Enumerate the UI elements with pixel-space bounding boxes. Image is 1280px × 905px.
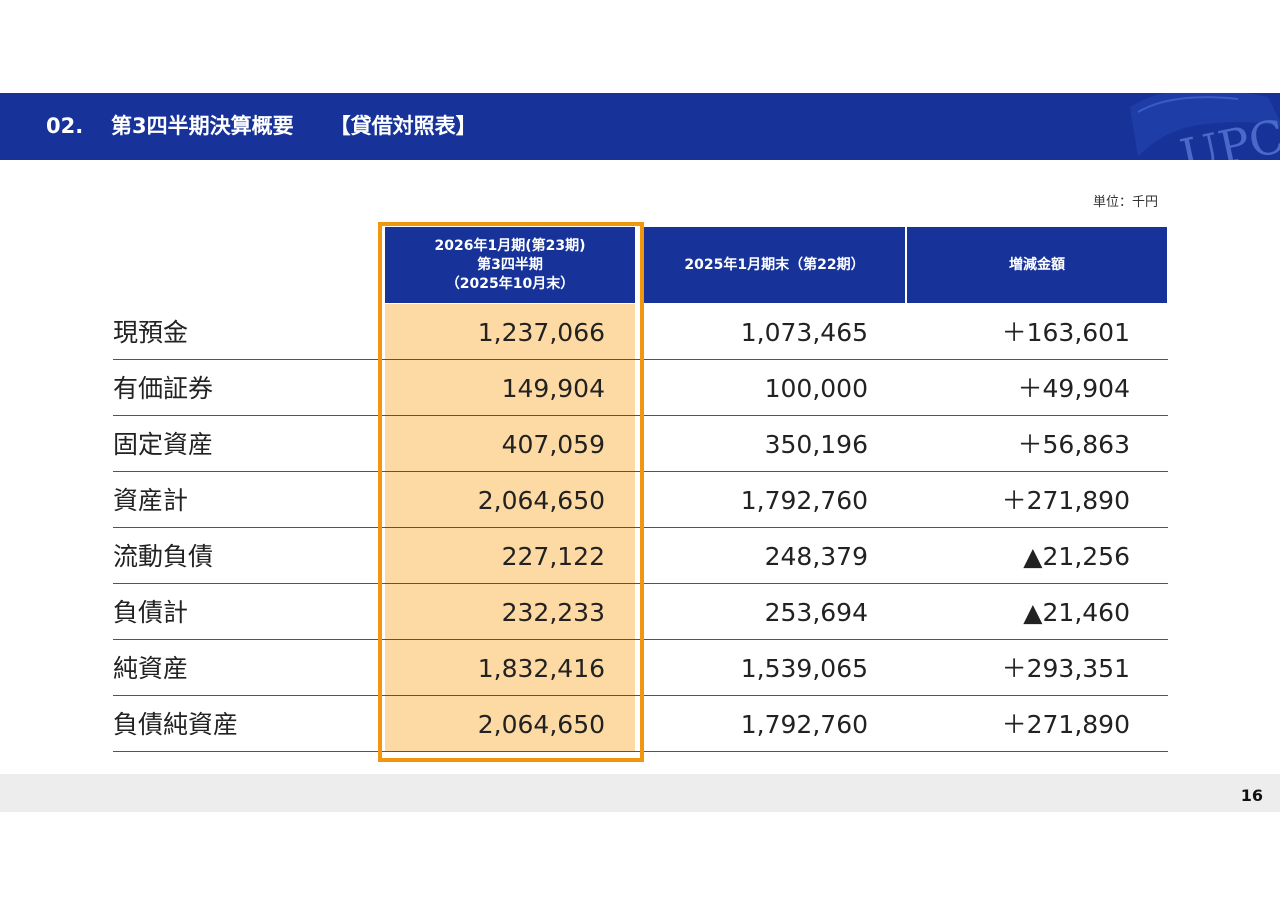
prior-value: 253,694: [764, 598, 868, 627]
prior-value: 100,000: [764, 374, 868, 403]
section-header: 02. 第3四半期決算概要 【貸借対照表】 UPC: [0, 93, 1280, 160]
row-label: 資産計: [113, 486, 189, 515]
change-value: ＋163,601: [1001, 318, 1130, 347]
prior-value: 248,379: [764, 542, 868, 571]
table-row: 純資産 1,832,416 1,539,065 ＋293,351: [113, 640, 1168, 696]
prior-value: 1,539,065: [740, 654, 868, 683]
section-subtitle: 【貸借対照表】: [329, 114, 477, 138]
unit-label: 単位：千円: [1092, 195, 1158, 210]
column-header-change: 増減金額: [907, 227, 1167, 303]
table-row: 負債純資産 2,064,650 1,792,760 ＋271,890: [113, 696, 1168, 752]
column-header-line: 2026年1月期(第23期): [434, 237, 586, 254]
section-title: 02. 第3四半期決算概要 【貸借対照表】: [46, 93, 477, 160]
prior-value: 1,792,760: [740, 486, 868, 515]
table-row: 流動負債 227,122 248,379 ▲21,256: [113, 528, 1168, 584]
row-label: 負債計: [113, 598, 189, 627]
row-label: 有価証券: [113, 374, 214, 403]
change-value: ＋293,351: [1001, 654, 1130, 683]
change-value: ＋271,890: [1001, 486, 1130, 515]
change-value: ＋56,863: [1017, 430, 1130, 459]
row-label: 負債純資産: [113, 710, 239, 739]
current-value: 227,122: [385, 528, 635, 583]
current-value: 1,832,416: [385, 640, 635, 695]
table-row: 現預金 1,237,066 1,073,465 ＋163,601: [113, 304, 1168, 360]
row-label: 固定資産: [113, 430, 214, 459]
column-header-current-quarter: 2026年1月期(第23期) 第3四半期 （2025年10月末）: [385, 227, 635, 303]
current-value: 232,233: [385, 584, 635, 639]
column-header-line: （2025年10月末）: [445, 275, 575, 292]
row-label: 現預金: [113, 318, 189, 347]
page-number: 16: [1240, 786, 1263, 805]
company-logo-watermark: UPC: [1130, 93, 1280, 160]
current-value: 1,237,066: [385, 304, 635, 359]
table-row: 資産計 2,064,650 1,792,760 ＋271,890: [113, 472, 1168, 528]
change-value: ▲21,460: [1023, 598, 1130, 627]
prior-value: 1,792,760: [740, 710, 868, 739]
prior-value: 350,196: [764, 430, 868, 459]
row-label: 純資産: [113, 654, 189, 683]
column-header-line: 第3四半期: [477, 256, 543, 273]
current-value: 407,059: [385, 416, 635, 471]
change-value: ＋49,904: [1017, 374, 1130, 403]
prior-value: 1,073,465: [740, 318, 868, 347]
footer-bar: 16: [0, 774, 1280, 812]
column-header-prior-year-end: 2025年1月期末（第22期）: [644, 227, 905, 303]
table-row: 負債計 232,233 253,694 ▲21,460: [113, 584, 1168, 640]
change-value: ＋271,890: [1001, 710, 1130, 739]
current-value: 2,064,650: [385, 696, 635, 751]
balance-sheet-table: 現預金 1,237,066 1,073,465 ＋163,601 有価証券 14…: [113, 304, 1168, 752]
table-row: 固定資産 407,059 350,196 ＋56,863: [113, 416, 1168, 472]
row-label: 流動負債: [113, 542, 214, 571]
section-title-text: 第3四半期決算概要: [111, 114, 294, 138]
section-number: 02.: [46, 114, 84, 138]
current-value: 149,904: [385, 360, 635, 415]
current-value: 2,064,650: [385, 472, 635, 527]
table-row: 有価証券 149,904 100,000 ＋49,904: [113, 360, 1168, 416]
change-value: ▲21,256: [1023, 542, 1130, 571]
